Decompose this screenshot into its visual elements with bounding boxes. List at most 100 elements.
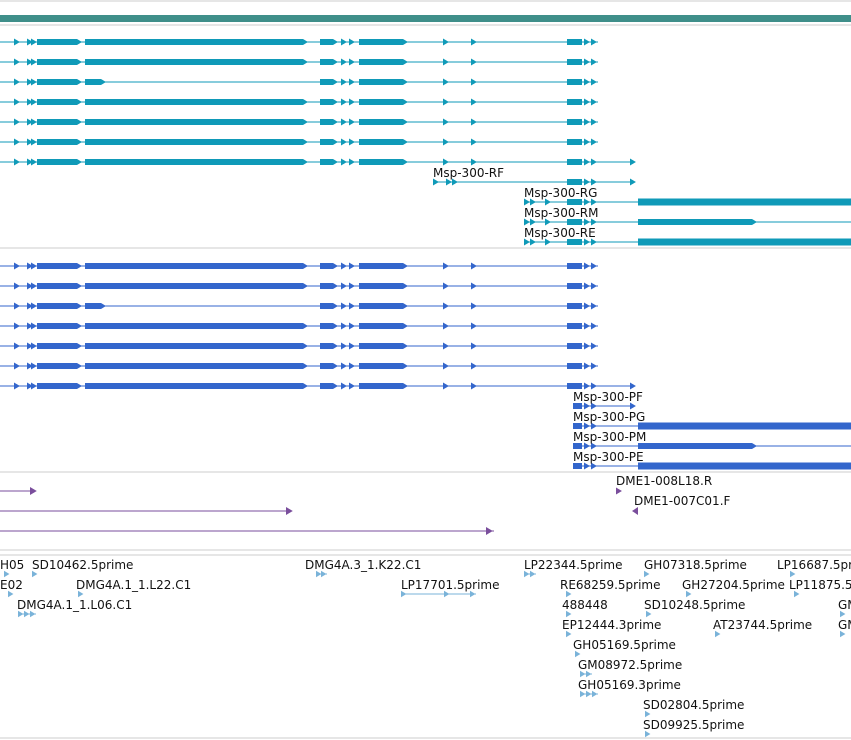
exon-block[interactable]: [359, 383, 408, 389]
feature-label[interactable]: DME1-007C01.F: [634, 494, 731, 508]
exon-block[interactable]: [567, 119, 582, 125]
feature-label[interactable]: E02: [0, 578, 23, 592]
feature-label[interactable]: GM: [838, 598, 851, 612]
exon-block[interactable]: [320, 363, 338, 369]
exon-block[interactable]: [37, 363, 82, 369]
exon-block[interactable]: [37, 283, 82, 289]
exon-block[interactable]: [320, 159, 338, 165]
exon-block[interactable]: [37, 383, 82, 389]
feature-label[interactable]: DME1-008L18.R: [616, 474, 712, 488]
feature-label[interactable]: Msp-300-PG: [573, 410, 645, 424]
exon-block[interactable]: [85, 383, 308, 389]
exon-block[interactable]: [567, 323, 582, 329]
exon-block[interactable]: [85, 139, 308, 145]
exon-block[interactable]: [359, 323, 408, 329]
exon-block[interactable]: [85, 159, 308, 165]
exon-block[interactable]: [320, 323, 338, 329]
exon-block[interactable]: [359, 283, 408, 289]
exon-block[interactable]: [37, 343, 82, 349]
exon-block[interactable]: [567, 363, 582, 369]
exon-block[interactable]: [573, 403, 582, 409]
feature-label[interactable]: GM08972.5prime: [578, 658, 682, 672]
exon-block[interactable]: [320, 59, 338, 65]
exon-block[interactable]: [85, 283, 308, 289]
feature-label[interactable]: H05: [0, 558, 24, 572]
feature-label[interactable]: GH27204.5prime: [682, 578, 785, 592]
exon-block[interactable]: [85, 79, 106, 85]
exon-block[interactable]: [37, 39, 82, 45]
feature-label[interactable]: AT23744.5prime: [713, 618, 812, 632]
exon-block[interactable]: [85, 303, 106, 309]
exon-block[interactable]: [85, 263, 308, 269]
exon-block[interactable]: [37, 323, 82, 329]
exon-block[interactable]: [567, 219, 582, 225]
exon-block[interactable]: [37, 263, 82, 269]
exon-block[interactable]: [37, 303, 82, 309]
feature-label[interactable]: RE68259.5prime: [560, 578, 661, 592]
exon-block[interactable]: [638, 219, 757, 225]
exon-block[interactable]: [85, 99, 308, 105]
exon-block[interactable]: [85, 39, 308, 45]
exon-block[interactable]: [359, 119, 408, 125]
exon-block[interactable]: [37, 99, 82, 105]
exon-block[interactable]: [359, 59, 408, 65]
feature-label[interactable]: LP17701.5prime: [401, 578, 500, 592]
exon-block[interactable]: [85, 59, 308, 65]
exon-block[interactable]: [320, 79, 338, 85]
exon-block[interactable]: [638, 238, 851, 246]
exon-block[interactable]: [359, 263, 408, 269]
feature-label[interactable]: Msp-300-PF: [573, 390, 643, 404]
feature-label[interactable]: LP16687.5prime: [777, 558, 851, 572]
exon-block[interactable]: [85, 363, 308, 369]
exon-block[interactable]: [638, 422, 851, 430]
exon-block[interactable]: [567, 283, 582, 289]
feature-label[interactable]: SD10462.5prime: [32, 558, 133, 572]
feature-label[interactable]: GH05169.5prime: [573, 638, 676, 652]
feature-label[interactable]: DMG4A.3_1.K22.C1: [305, 558, 421, 572]
exon-block[interactable]: [37, 79, 82, 85]
exon-block[interactable]: [359, 159, 408, 165]
feature-label[interactable]: Msp-300-PM: [573, 430, 646, 444]
feature-label[interactable]: GM: [838, 618, 851, 632]
exon-block[interactable]: [320, 139, 338, 145]
exon-block[interactable]: [567, 343, 582, 349]
feature-label[interactable]: LP11875.5: [789, 578, 851, 592]
feature-label[interactable]: Msp-300-RF: [433, 166, 504, 180]
exon-block[interactable]: [85, 119, 308, 125]
feature-label[interactable]: GH07318.5prime: [644, 558, 747, 572]
exon-block[interactable]: [320, 39, 338, 45]
exon-block[interactable]: [567, 139, 582, 145]
exon-block[interactable]: [567, 239, 582, 245]
exon-block[interactable]: [359, 303, 408, 309]
exon-block[interactable]: [37, 139, 82, 145]
exon-block[interactable]: [359, 139, 408, 145]
feature-label[interactable]: Msp-300-RG: [524, 186, 597, 200]
exon-block[interactable]: [320, 263, 338, 269]
exon-block[interactable]: [359, 99, 408, 105]
exon-block[interactable]: [320, 343, 338, 349]
feature-label[interactable]: SD10248.5prime: [644, 598, 745, 612]
exon-block[interactable]: [320, 303, 338, 309]
feature-label[interactable]: SD02804.5prime: [643, 698, 744, 712]
exon-block[interactable]: [37, 159, 82, 165]
exon-block[interactable]: [567, 99, 582, 105]
exon-block[interactable]: [567, 179, 582, 185]
exon-block[interactable]: [567, 303, 582, 309]
exon-block[interactable]: [320, 383, 338, 389]
exon-block[interactable]: [359, 39, 408, 45]
exon-block[interactable]: [567, 59, 582, 65]
exon-block[interactable]: [567, 159, 582, 165]
ruler-bar[interactable]: [0, 15, 851, 22]
feature-label[interactable]: Msp-300-RM: [524, 206, 598, 220]
exon-block[interactable]: [567, 199, 582, 205]
exon-block[interactable]: [320, 99, 338, 105]
exon-block[interactable]: [85, 343, 308, 349]
feature-label[interactable]: DMG4A.1_1.L22.C1: [76, 578, 191, 592]
exon-block[interactable]: [37, 59, 82, 65]
exon-block[interactable]: [573, 423, 582, 429]
exon-block[interactable]: [320, 283, 338, 289]
exon-block[interactable]: [359, 363, 408, 369]
exon-block[interactable]: [567, 383, 582, 389]
exon-block[interactable]: [359, 343, 408, 349]
feature-label[interactable]: DMG4A.1_1.L06.C1: [17, 598, 132, 612]
